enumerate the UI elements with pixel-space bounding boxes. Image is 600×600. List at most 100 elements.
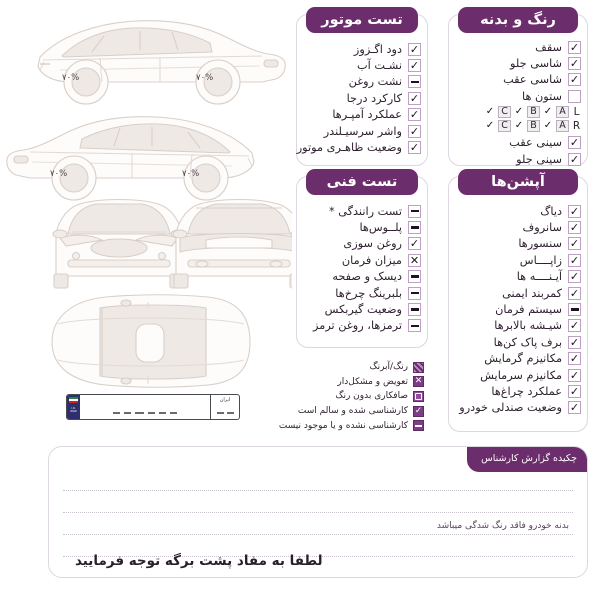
- pillar-cell-c[interactable]: C: [498, 105, 511, 118]
- options-item-row[interactable]: ✓ برف پاک کن‌ها: [449, 334, 587, 350]
- technical-test-item-checkbox-dash-icon[interactable]: [408, 286, 421, 300]
- engine-test-item-checkbox-check-icon[interactable]: ✓: [408, 124, 421, 138]
- engine-test-item-row[interactable]: ✓ وضعیت ظاهـری موتور: [297, 139, 427, 155]
- legend-label: صافکاری بدون رنگ: [335, 391, 408, 402]
- engine-test-item-checkbox-check-icon[interactable]: ✓: [408, 91, 421, 105]
- pillar-cell-a[interactable]: A: [556, 105, 569, 118]
- summary-line[interactable]: [63, 491, 573, 513]
- engine-test-item-row[interactable]: نشت روغن: [297, 74, 427, 90]
- technical-test-item-row[interactable]: بلبرینگ چرخ‌ها: [297, 285, 427, 301]
- paint-body-item-row[interactable]: ستون ها: [449, 88, 587, 104]
- technical-test-item-checkbox-dash-icon[interactable]: [408, 204, 421, 218]
- pillar-cell-c[interactable]: C: [498, 119, 511, 132]
- summary-line[interactable]: [63, 469, 573, 491]
- engine-test-item-label: واشر سرسیـلندر: [323, 124, 402, 138]
- pillar-cell-a[interactable]: A: [556, 119, 569, 132]
- options-item-checkbox-check-icon[interactable]: ✓: [568, 237, 581, 251]
- options-item-row[interactable]: ✓ سنسورها: [449, 236, 587, 252]
- technical-test-item-checkbox-dash-icon[interactable]: [408, 303, 421, 317]
- plate-province-area[interactable]: ایران: [210, 395, 239, 419]
- legend-label: کارشناسی نشده و یا موجود نیست: [278, 420, 408, 431]
- options-item-row[interactable]: ✓ شیـشه بالابرها: [449, 318, 587, 334]
- options-item-row[interactable]: ✓ آیـنــــه ها: [449, 269, 587, 285]
- options-item-row[interactable]: ✓ کمربند ایمنی: [449, 285, 587, 301]
- technical-test-item-checkbox-check-icon[interactable]: ✓: [408, 237, 421, 251]
- pillar-cell-b[interactable]: B: [527, 105, 540, 118]
- pillar-row-l[interactable]: L A ✓ B ✓ C ✓: [449, 105, 585, 119]
- technical-test-item-row[interactable]: وضعیت گیربکس: [297, 301, 427, 317]
- options-item-row[interactable]: ✓ دیاگ: [449, 203, 587, 219]
- engine-test-item-label: نشـت آب: [357, 59, 402, 73]
- summary-lines[interactable]: بدنه خودرو فاقد رنگ شدگی میباشدسیستم جلو…: [63, 469, 573, 577]
- options-item-checkbox-check-icon[interactable]: ✓: [568, 384, 581, 398]
- technical-test-item-row[interactable]: ✓ روغن سوزی: [297, 236, 427, 252]
- options-item-checkbox-check-icon[interactable]: ✓: [568, 270, 581, 284]
- pillar-cell-b[interactable]: B: [527, 119, 540, 132]
- technical-test-item-row[interactable]: ✕ میزان فرمان: [297, 252, 427, 268]
- options-item-row[interactable]: ✓ وضعیت صندلی خودرو: [449, 400, 587, 416]
- options-item-row[interactable]: ✓ عملکرد چراغ‌ها: [449, 383, 587, 399]
- engine-test-item-checkbox-check-icon[interactable]: ✓: [408, 141, 421, 155]
- engine-test-item-checkbox-check-icon[interactable]: ✓: [408, 42, 421, 56]
- options-item-checkbox-dash-icon[interactable]: [568, 303, 581, 317]
- engine-test-item-checkbox-dash-icon[interactable]: [408, 75, 421, 89]
- options-item-row[interactable]: ✓ سانروف: [449, 219, 587, 235]
- paint-body-item-checkbox-check-icon[interactable]: ✓: [568, 40, 581, 54]
- paint-body-item-checkbox-check-icon[interactable]: ✓: [568, 57, 581, 71]
- pillar-side-label: L: [573, 105, 580, 118]
- technical-test-item-row[interactable]: پلــوس‌ها: [297, 219, 427, 235]
- engine-test-item-checkbox-check-icon[interactable]: ✓: [408, 108, 421, 122]
- options-item-checkbox-check-icon[interactable]: ✓: [568, 368, 581, 382]
- technical-test-item-label: تست رانندگی *: [328, 204, 402, 218]
- options-item-label: سنسورها: [518, 237, 562, 251]
- paint-body-item-row[interactable]: ✓ سقف: [449, 39, 587, 55]
- options-list: ✓ دیاگ ✓ سانروف ✓ سنسورها ✓ زاپــــاس ✓ آیـنــــه…: [449, 203, 587, 416]
- paint-body-item-checkbox-check-icon[interactable]: ✓: [568, 136, 581, 150]
- options-item-checkbox-check-icon[interactable]: ✓: [568, 253, 581, 267]
- options-item-checkbox-check-icon[interactable]: ✓: [568, 319, 581, 333]
- options-item-row[interactable]: سیستم فرمان: [449, 301, 587, 317]
- options-item-checkbox-check-icon[interactable]: ✓: [568, 335, 581, 349]
- paint-body-item-row[interactable]: ✓ سینی عقب: [449, 135, 587, 151]
- engine-test-item-checkbox-check-icon[interactable]: ✓: [408, 59, 421, 73]
- summary-line[interactable]: [63, 535, 573, 557]
- options-item-checkbox-check-icon[interactable]: ✓: [568, 401, 581, 415]
- options-item-checkbox-check-icon[interactable]: ✓: [568, 352, 581, 366]
- paint-body-item-label: سینی جلو: [516, 152, 562, 166]
- technical-test-item-row[interactable]: ترمزها، روغن ترمز: [297, 318, 427, 334]
- technical-test-item-label: بلبرینگ چرخ‌ها: [335, 286, 402, 300]
- technical-test-item-checkbox-dash-icon[interactable]: [408, 221, 421, 235]
- paint-body-item-row[interactable]: ✓ شاسی عقب: [449, 72, 587, 88]
- paint-body-item-row[interactable]: ✓ سینی جلو: [449, 151, 587, 167]
- options-item-label: زاپــــاس: [519, 253, 562, 267]
- plate-number-area[interactable]: [80, 395, 210, 419]
- engine-test-item-label: کارکرد درجا: [346, 91, 402, 105]
- options-item-row[interactable]: ✓ زاپــــاس: [449, 252, 587, 268]
- engine-test-item-row[interactable]: ✓ واشر سرسیـلندر: [297, 123, 427, 139]
- pillar-row-r[interactable]: R A ✓ B ✓ C ✓: [449, 119, 585, 133]
- options-item-label: سیستم فرمان: [495, 303, 562, 317]
- engine-test-list: ✓ دود اگـزوز ✓ نشـت آب نشت روغن ✓ کارکرد درجا ✓…: [297, 41, 427, 156]
- options-item-label: مکانیزم گرمایش: [484, 352, 562, 366]
- license-plate[interactable]: I.R. IRAN ایران: [66, 394, 240, 420]
- technical-test-item-row[interactable]: تست رانندگی *: [297, 203, 427, 219]
- summary-line[interactable]: بدنه خودرو فاقد رنگ شدگی میباشد: [63, 513, 573, 535]
- technical-test-item-checkbox-dash-icon[interactable]: [408, 270, 421, 284]
- options-item-checkbox-check-icon[interactable]: ✓: [568, 204, 581, 218]
- options-item-checkbox-check-icon[interactable]: ✓: [568, 286, 581, 300]
- engine-test-item-row[interactable]: ✓ عملکرد آمپـرها: [297, 107, 427, 123]
- technical-test-item-row[interactable]: دیسک و صفحه: [297, 269, 427, 285]
- engine-test-item-row[interactable]: ✓ دود اگـزوز: [297, 41, 427, 57]
- engine-test-item-row[interactable]: ✓ نشـت آب: [297, 57, 427, 73]
- legend-item-paint: رنگ/آبرنگ: [312, 360, 424, 375]
- paint-body-item-checkbox-check-icon[interactable]: ✓: [568, 152, 581, 166]
- engine-test-item-row[interactable]: ✓ کارکرد درجا: [297, 90, 427, 106]
- options-item-checkbox-check-icon[interactable]: ✓: [568, 221, 581, 235]
- options-item-row[interactable]: ✓ مکانیزم گرمایش: [449, 351, 587, 367]
- technical-test-item-checkbox-dash-icon[interactable]: [408, 319, 421, 333]
- paint-body-item-checkbox-check-icon[interactable]: ✓: [568, 73, 581, 87]
- paint-body-item-checkbox-empty-icon[interactable]: [568, 89, 581, 103]
- options-item-row[interactable]: ✓ مکانیزم سرمایش: [449, 367, 587, 383]
- technical-test-item-checkbox-cross-icon[interactable]: ✕: [408, 253, 421, 267]
- paint-body-item-row[interactable]: ✓ شاسی جلو: [449, 55, 587, 71]
